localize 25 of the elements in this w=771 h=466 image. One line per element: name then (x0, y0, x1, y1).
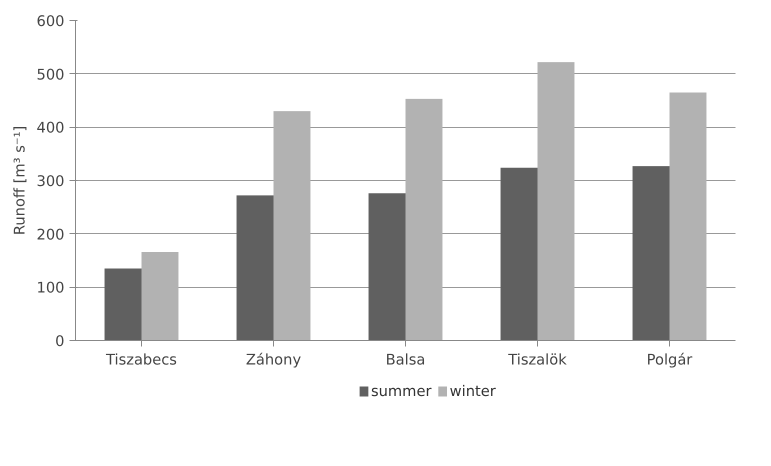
y-tick-label: 500 (36, 66, 65, 84)
legend-label: winter (450, 383, 497, 400)
bar (104, 268, 142, 340)
y-tick-label: 200 (36, 226, 65, 244)
y-axis-title: Runoff [m³ s⁻¹] (12, 126, 29, 236)
bar (632, 166, 670, 340)
bar (142, 252, 178, 340)
y-tick-label: 600 (36, 13, 65, 30)
x-tick-label: Tiszabecs (105, 352, 177, 368)
bar (274, 111, 310, 340)
bar (500, 168, 538, 340)
y-tick-label: 300 (36, 173, 65, 190)
y-tick-label: 0 (55, 333, 65, 350)
x-tick-label: Balsa (386, 352, 426, 368)
y-tick-label: 400 (36, 120, 65, 137)
y-tick-label: 100 (36, 280, 65, 297)
bar (406, 98, 442, 340)
bar (236, 195, 274, 340)
bar (670, 92, 706, 340)
x-tick-label: Polgár (646, 352, 694, 368)
bar (368, 193, 406, 340)
legend-label: summer (370, 383, 432, 400)
x-tick-label: Záhony (246, 352, 302, 368)
bar (538, 62, 574, 340)
x-tick-label: Tiszalök (507, 352, 568, 368)
